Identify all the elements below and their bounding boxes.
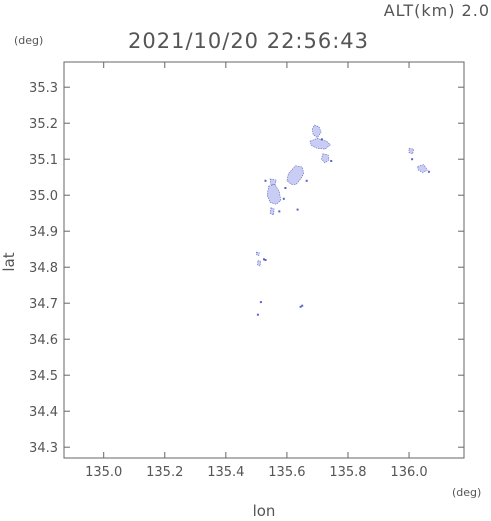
x-axis: 135.0 135.2 135.4 135.6 135.8 136.0 — [85, 62, 428, 480]
y-tick-label: 34.3 — [29, 441, 58, 456]
echo-dot — [411, 158, 414, 161]
echo-dot — [321, 138, 323, 141]
y-tick-label: 34.8 — [29, 261, 58, 276]
x-tick-label: 135.2 — [146, 465, 183, 480]
y-tick-label: 34.7 — [29, 297, 58, 312]
x-axis-label: lon — [253, 502, 276, 520]
echo-dot — [282, 197, 285, 200]
echo-region — [286, 165, 305, 185]
y-tick-label: 34.5 — [29, 369, 58, 384]
echo-dot — [256, 313, 259, 316]
echo-dot — [263, 258, 265, 261]
echo-region — [417, 164, 428, 173]
x-unit-label: (deg) — [452, 486, 481, 499]
echo-dot — [301, 304, 304, 307]
echo-region — [269, 178, 277, 186]
echo-region — [269, 207, 275, 216]
echo-dot — [305, 179, 308, 182]
echo-layer — [256, 124, 430, 316]
x-tick-label: 135.6 — [268, 465, 305, 480]
echo-region — [257, 260, 261, 267]
y-tick-label: 35.1 — [29, 153, 58, 168]
y-unit-label: (deg) — [14, 34, 43, 47]
echo-dot — [284, 187, 287, 189]
y-axis-label: lat — [0, 252, 18, 271]
echo-region — [256, 251, 260, 257]
y-tick-label: 34.6 — [29, 333, 58, 348]
x-tick-label: 136.0 — [390, 465, 427, 480]
y-tick-label: 35.3 — [29, 81, 58, 96]
echo-dot — [278, 210, 281, 213]
echo-dot — [259, 301, 262, 304]
echo-region — [266, 184, 282, 205]
plot-frame — [63, 61, 465, 459]
echo-dot — [264, 259, 267, 261]
echo-dot — [299, 305, 302, 308]
echo-region — [311, 124, 322, 139]
y-tick-label: 35.2 — [29, 117, 58, 132]
y-axis: 34.3 34.4 34.5 34.6 34.7 34.8 34.9 35.0 35.1 35.2… — [29, 81, 464, 456]
y-tick-label: 34.9 — [29, 225, 58, 240]
echo-dot — [296, 208, 299, 211]
y-tick-label: 35.0 — [29, 189, 58, 204]
altitude-label: ALT(km) 2.0 — [384, 1, 490, 20]
y-tick-label: 34.4 — [29, 405, 58, 420]
echo-dot — [330, 160, 333, 162]
x-tick-label: 135.4 — [207, 465, 244, 480]
echo-region — [309, 137, 331, 150]
x-tick-label: 135.0 — [85, 465, 122, 480]
echo-region — [408, 148, 414, 155]
echo-dot — [264, 179, 267, 182]
echo-dot — [427, 170, 430, 173]
echo-region — [321, 153, 330, 164]
x-tick-label: 135.8 — [329, 465, 366, 480]
timestamp-title: 2021/10/20 22:56:43 — [128, 29, 369, 53]
